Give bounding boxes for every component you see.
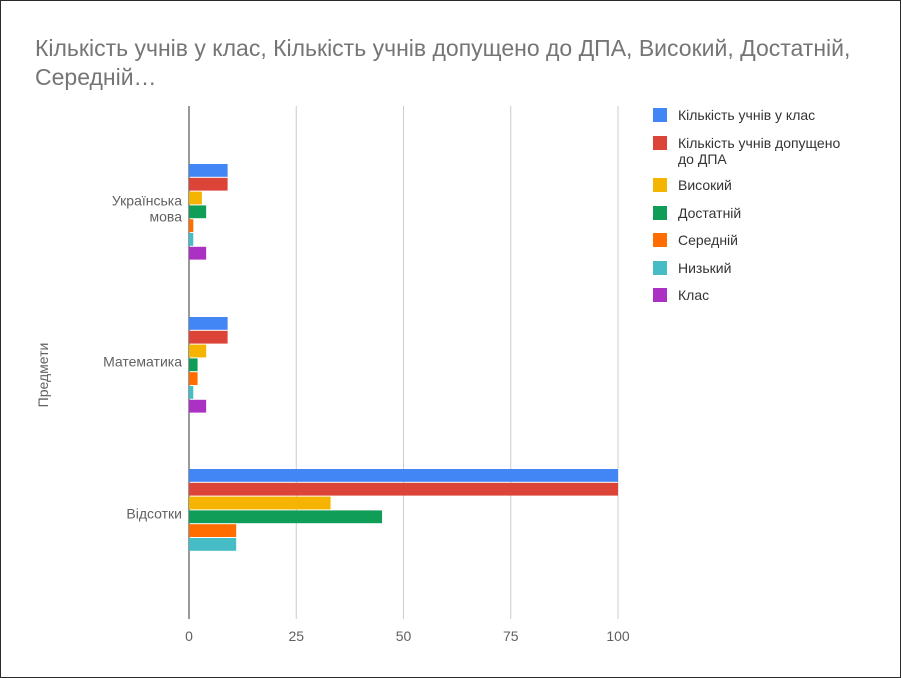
bar — [189, 386, 194, 399]
x-tick-label: 0 — [185, 628, 193, 644]
bar — [189, 233, 194, 246]
bar — [189, 164, 228, 177]
category-label: Відсотки — [126, 505, 182, 521]
bar — [189, 524, 237, 537]
legend-swatch — [653, 288, 667, 302]
legend-label: Клас — [678, 287, 709, 303]
bar — [189, 246, 207, 260]
legend-swatch — [653, 261, 667, 275]
legend-swatch — [653, 206, 667, 220]
legend-label: до ДПА — [678, 151, 727, 167]
legend-label: Високий — [678, 177, 732, 193]
category-label: Українська — [112, 192, 182, 208]
x-tick-label: 25 — [288, 628, 304, 644]
legend-swatch — [653, 178, 667, 192]
legend-label: Кількість учнів допущено — [678, 135, 840, 151]
legend-swatch — [653, 136, 667, 150]
legend-label: Середній — [678, 232, 738, 248]
x-tick-label: 50 — [396, 628, 412, 644]
legend-swatch — [653, 233, 667, 247]
bar — [189, 317, 228, 330]
legend-label: Кількість учнів у клас — [678, 107, 815, 123]
bar — [189, 177, 228, 191]
bar — [189, 510, 383, 524]
bar — [189, 469, 618, 482]
bar — [189, 372, 198, 385]
bar — [189, 205, 207, 219]
legend-label: Низький — [678, 260, 731, 276]
bar — [189, 482, 618, 496]
bar — [189, 344, 207, 358]
bar — [189, 330, 228, 344]
category-label: мова — [150, 208, 183, 224]
bar — [189, 496, 331, 510]
x-tick-label: 100 — [606, 628, 630, 644]
bar — [189, 219, 194, 232]
y-axis-title: Предмети — [35, 343, 51, 408]
bar — [189, 191, 202, 205]
chart-title: Кількість учнів у клас, Кількість учнів … — [35, 35, 851, 90]
bar — [189, 358, 198, 372]
bar — [189, 399, 207, 413]
category-label: Математика — [103, 353, 182, 369]
bar — [189, 538, 237, 551]
x-tick-label: 75 — [503, 628, 519, 644]
legend-swatch — [653, 108, 667, 122]
legend-label: Достатній — [678, 205, 741, 221]
